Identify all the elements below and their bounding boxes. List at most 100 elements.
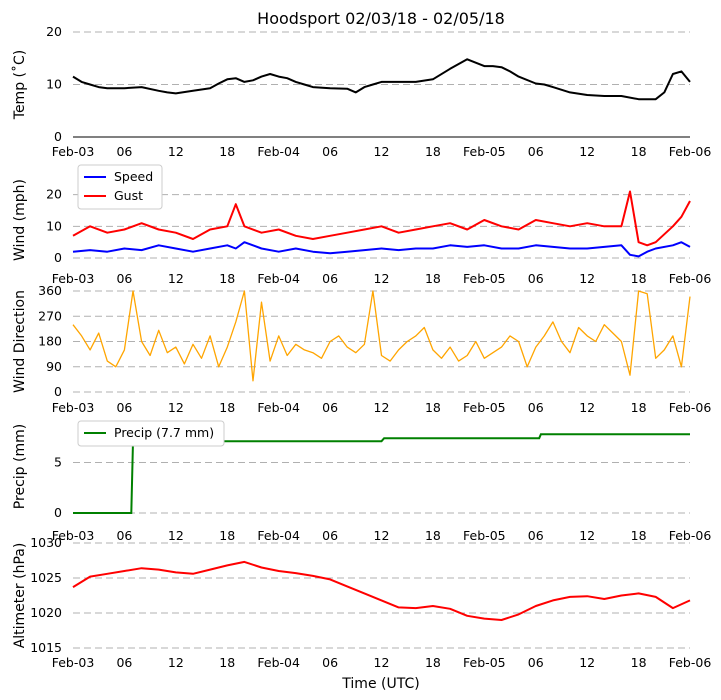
y-tick-label: 1015 (30, 640, 62, 655)
panel-5: 1015 1020 1025 1030 Feb-03 06 12 18 Feb-04 06 12 18… (12, 535, 711, 670)
x-tick-label: Feb-03 (52, 528, 95, 543)
x-tick-label: 12 (168, 271, 184, 286)
y-tick-label: 360 (38, 283, 62, 298)
x-tick-label: 06 (322, 144, 338, 159)
x-tick-label: 12 (579, 144, 595, 159)
y-tick-label: 0 (54, 129, 62, 144)
x-tick-label: 18 (219, 144, 235, 159)
y-axis-label: Precip (mm) (12, 424, 28, 509)
x-tick-label: Feb-05 (463, 271, 506, 286)
x-tick-label: 18 (219, 271, 235, 286)
x-tick-label: 18 (631, 528, 647, 543)
series-line-panel-1 (72, 58, 691, 101)
x-tick-label: 06 (322, 271, 338, 286)
x-tick-label: 12 (374, 271, 390, 286)
x-tick-label: 18 (631, 655, 647, 670)
x-axis-label: Time (UTC) (341, 676, 419, 692)
x-tick-label: 06 (322, 528, 338, 543)
x-tick-label: Feb-06 (669, 655, 712, 670)
x-tick-label: 12 (168, 528, 184, 543)
series-line-panel-3 (72, 290, 691, 382)
x-tick-label: 12 (579, 528, 595, 543)
x-tick-label: 06 (528, 144, 544, 159)
x-tick-label: 18 (631, 144, 647, 159)
x-tick-label: Feb-04 (257, 271, 300, 286)
x-tick-label: Feb-04 (257, 528, 300, 543)
y-tick-label: 10 (46, 77, 62, 92)
x-tick-label: Feb-03 (52, 400, 95, 415)
y-axis-label: Wind (mph) (12, 179, 28, 261)
x-tick-label: 18 (425, 144, 441, 159)
x-tick-label: 12 (374, 144, 390, 159)
x-tick-label: 18 (631, 400, 647, 415)
x-tick-label: Feb-06 (669, 271, 712, 286)
y-tick-label: 20 (46, 187, 62, 202)
y-tick-label: 0 (54, 384, 62, 399)
panel-2: 0 10 20 Feb-03 06 12 18 Feb-04 06 12 18 Feb-05 06 12 1… (12, 164, 712, 286)
legend-label: Gust (114, 188, 143, 203)
panel-3: 0 90 180 270 360 Feb-03 06 12 18 Feb-04 06 12 18 Feb-… (12, 283, 711, 415)
x-tick-label: 12 (374, 528, 390, 543)
x-tick-label: 18 (425, 271, 441, 286)
x-tick-label: 06 (322, 655, 338, 670)
x-tick-label: 06 (116, 528, 132, 543)
x-tick-label: 06 (322, 400, 338, 415)
x-tick-label: 18 (425, 655, 441, 670)
y-axis-label: Temp (˚C) (11, 50, 28, 120)
y-axis-label: Wind Direction (12, 290, 28, 393)
panel-1: 0 10 20 Feb-03 06 12 18 Feb-04 06 12 18 Feb-05 06 12 1… (11, 24, 711, 159)
x-tick-label: Feb-03 (52, 271, 95, 286)
x-tick-label: Feb-05 (463, 144, 506, 159)
x-tick-label: 06 (528, 400, 544, 415)
series-line-panel-5 (72, 560, 691, 621)
x-tick-label: Feb-03 (52, 655, 95, 670)
x-tick-label: 18 (425, 528, 441, 543)
x-tick-label: 12 (168, 144, 184, 159)
x-tick-label: 06 (116, 400, 132, 415)
x-tick-label: Feb-06 (669, 144, 712, 159)
x-tick-label: 12 (374, 400, 390, 415)
x-tick-label: Feb-05 (463, 655, 506, 670)
x-tick-label: 12 (579, 400, 595, 415)
y-tick-label: 0 (54, 250, 62, 265)
x-tick-label: Feb-04 (257, 655, 300, 670)
y-tick-label: 1025 (30, 570, 62, 585)
x-tick-label: Feb-04 (257, 400, 300, 415)
series-line-speed (72, 241, 691, 258)
y-tick-label: 20 (46, 24, 62, 39)
x-tick-label: 06 (528, 271, 544, 286)
x-tick-label: 12 (374, 655, 390, 670)
x-tick-label: 06 (116, 271, 132, 286)
x-tick-label: 06 (116, 144, 132, 159)
y-tick-label: 0 (54, 505, 62, 520)
y-axis-label: Altimeter (hPa) (12, 543, 28, 649)
y-tick-label: 1030 (30, 535, 62, 550)
x-tick-label: 12 (579, 271, 595, 286)
y-tick-label: 10 (46, 218, 62, 233)
x-tick-label: 12 (168, 655, 184, 670)
legend-label: Speed (114, 169, 153, 184)
x-tick-label: 06 (528, 655, 544, 670)
x-tick-label: 18 (219, 655, 235, 670)
x-tick-label: 12 (168, 400, 184, 415)
x-tick-label: 06 (116, 655, 132, 670)
y-tick-label: 270 (38, 308, 62, 323)
series-line-gust (72, 190, 691, 247)
y-tick-label: 1020 (30, 605, 62, 620)
x-tick-label: 12 (579, 655, 595, 670)
x-tick-label: Feb-03 (52, 144, 95, 159)
x-tick-label: 18 (219, 528, 235, 543)
x-tick-label: 18 (425, 400, 441, 415)
y-tick-label: 180 (38, 334, 62, 349)
x-tick-label: Feb-05 (463, 400, 506, 415)
y-tick-label: 5 (54, 454, 62, 469)
series-line-precip-7-7-mm- (73, 433, 690, 514)
figure-title: Hoodsport 02/03/18 - 02/05/18 (257, 9, 505, 28)
x-tick-label: Feb-06 (669, 528, 712, 543)
x-tick-label: 18 (219, 400, 235, 415)
legend-label: Precip (7.7 mm) (114, 425, 214, 440)
x-tick-label: 06 (528, 528, 544, 543)
x-tick-label: Feb-05 (463, 528, 506, 543)
